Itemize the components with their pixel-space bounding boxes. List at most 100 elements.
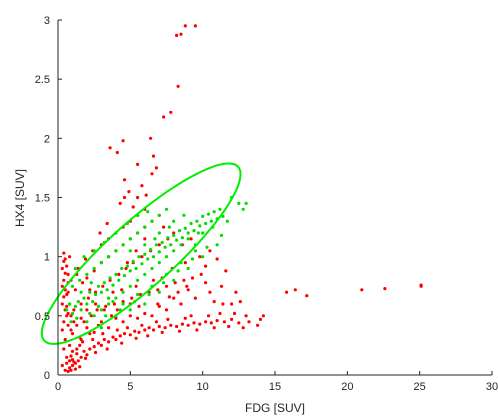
data-point <box>186 266 190 271</box>
data-point <box>60 302 64 306</box>
data-point <box>222 320 226 324</box>
data-point <box>102 281 106 285</box>
data-point <box>128 308 132 312</box>
data-point <box>112 302 116 306</box>
data-point <box>107 296 111 300</box>
data-point <box>221 302 225 306</box>
data-point <box>199 272 203 276</box>
data-point <box>192 321 196 325</box>
data-point <box>91 300 95 304</box>
data-point <box>183 261 187 265</box>
data-point <box>153 237 157 241</box>
data-point <box>128 269 132 273</box>
data-point <box>209 321 213 325</box>
data-point <box>154 243 158 247</box>
data-point <box>179 302 183 306</box>
data-point <box>128 333 132 337</box>
data-point <box>143 311 147 316</box>
data-point <box>151 255 156 259</box>
data-point <box>162 115 166 119</box>
data-point <box>134 336 138 340</box>
data-point <box>218 207 222 211</box>
data-point <box>133 329 137 333</box>
data-point <box>89 314 93 318</box>
data-point <box>196 231 200 235</box>
data-point <box>131 205 135 209</box>
data-point <box>190 257 195 261</box>
data-point <box>65 292 69 297</box>
data-point <box>169 110 173 114</box>
data-point <box>177 329 182 333</box>
data-point <box>108 278 112 282</box>
data-point <box>81 281 85 285</box>
data-point <box>60 284 64 288</box>
data-point <box>85 308 89 312</box>
data-point <box>94 302 98 306</box>
data-point <box>88 311 92 316</box>
data-point <box>122 178 127 182</box>
data-point <box>134 266 138 271</box>
data-point <box>63 271 67 275</box>
data-point <box>143 272 147 276</box>
data-point <box>114 296 118 300</box>
data-point <box>164 207 169 211</box>
data-point <box>172 231 176 235</box>
data-point <box>237 201 241 205</box>
data-point <box>104 314 108 318</box>
data-point <box>164 284 169 288</box>
data-point <box>69 314 73 318</box>
data-point <box>204 281 208 285</box>
data-points <box>60 24 423 373</box>
y-tick-label: 2 <box>44 133 50 145</box>
data-point <box>65 355 69 359</box>
data-point <box>136 278 140 282</box>
data-point <box>146 334 150 338</box>
data-point <box>115 328 119 332</box>
data-point <box>244 314 248 318</box>
data-point <box>176 269 180 273</box>
data-point <box>179 243 183 247</box>
data-point <box>208 249 212 253</box>
data-point <box>75 352 79 356</box>
data-point <box>136 231 140 235</box>
data-point <box>244 201 248 205</box>
data-point <box>117 278 121 282</box>
data-point <box>111 283 115 287</box>
confidence-ellipse <box>40 162 242 345</box>
data-point <box>147 292 151 297</box>
data-point <box>60 328 64 332</box>
data-point <box>157 261 161 265</box>
data-point <box>154 320 158 324</box>
data-point <box>88 347 92 351</box>
data-point <box>115 150 119 155</box>
data-point <box>98 231 102 235</box>
data-point <box>256 323 260 327</box>
data-point <box>111 290 115 294</box>
data-point <box>157 324 161 329</box>
x-tick-label: 25 <box>414 381 426 393</box>
data-point <box>92 269 96 273</box>
data-point <box>96 341 101 345</box>
data-point <box>185 284 189 288</box>
data-point <box>198 322 202 326</box>
data-point <box>305 294 309 298</box>
data-point <box>193 249 197 253</box>
data-point <box>234 290 238 294</box>
data-point <box>85 302 89 306</box>
data-point <box>107 302 111 306</box>
data-point <box>122 332 127 336</box>
data-point <box>69 320 73 324</box>
data-point <box>238 300 242 304</box>
data-point <box>92 266 96 271</box>
data-point <box>215 257 219 261</box>
data-point <box>247 320 251 324</box>
data-point <box>151 278 156 282</box>
data-point <box>192 229 196 233</box>
data-point <box>143 225 147 229</box>
data-point <box>68 302 72 306</box>
data-point <box>224 269 228 273</box>
data-point <box>201 231 205 235</box>
data-point <box>193 296 197 300</box>
data-point <box>96 284 101 288</box>
data-point <box>175 238 179 242</box>
